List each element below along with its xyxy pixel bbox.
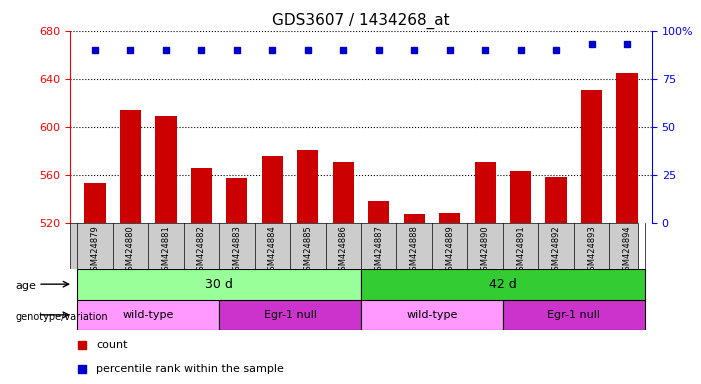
Bar: [226, 178, 247, 223]
Bar: [404, 214, 425, 223]
Text: wild-type: wild-type: [407, 310, 458, 320]
Text: 42 d: 42 d: [489, 278, 517, 291]
Text: GSM424884: GSM424884: [268, 225, 277, 276]
Text: 30 d: 30 d: [205, 278, 233, 291]
Bar: [616, 73, 638, 223]
Text: genotype/variation: genotype/variation: [15, 312, 108, 322]
Text: age: age: [15, 281, 36, 291]
Bar: [261, 156, 283, 223]
Text: wild-type: wild-type: [123, 310, 174, 320]
Bar: [84, 183, 106, 223]
Text: GSM424887: GSM424887: [374, 225, 383, 276]
Text: GSM424889: GSM424889: [445, 225, 454, 276]
Text: Egr-1 null: Egr-1 null: [264, 310, 317, 320]
Text: GSM424881: GSM424881: [161, 225, 170, 276]
Bar: [297, 149, 318, 223]
Text: Egr-1 null: Egr-1 null: [547, 310, 600, 320]
Text: GSM424891: GSM424891: [516, 225, 525, 276]
Bar: [191, 167, 212, 223]
Text: GSM424893: GSM424893: [587, 225, 596, 276]
Bar: [77, 300, 219, 330]
Bar: [77, 269, 361, 300]
Bar: [155, 116, 177, 223]
Text: GSM424879: GSM424879: [90, 225, 100, 276]
Bar: [368, 201, 389, 223]
Text: GSM424885: GSM424885: [304, 225, 313, 276]
Bar: [219, 300, 361, 330]
Bar: [439, 213, 461, 223]
Bar: [361, 300, 503, 330]
Bar: [503, 300, 645, 330]
Text: GSM424894: GSM424894: [622, 225, 632, 276]
Bar: [510, 171, 531, 223]
Bar: [333, 162, 354, 223]
Text: percentile rank within the sample: percentile rank within the sample: [96, 364, 284, 374]
Text: GSM424890: GSM424890: [481, 225, 490, 276]
Text: GSM424882: GSM424882: [197, 225, 206, 276]
Bar: [120, 110, 141, 223]
Text: GSM424880: GSM424880: [126, 225, 135, 276]
Text: GSM424886: GSM424886: [339, 225, 348, 276]
Text: GSM424883: GSM424883: [232, 225, 241, 276]
Bar: [361, 269, 645, 300]
Bar: [475, 162, 496, 223]
Title: GDS3607 / 1434268_at: GDS3607 / 1434268_at: [272, 13, 450, 29]
Text: GSM424892: GSM424892: [552, 225, 561, 276]
Bar: [581, 89, 602, 223]
Bar: [545, 177, 567, 223]
Text: count: count: [96, 340, 128, 350]
Text: GSM424888: GSM424888: [409, 225, 418, 276]
